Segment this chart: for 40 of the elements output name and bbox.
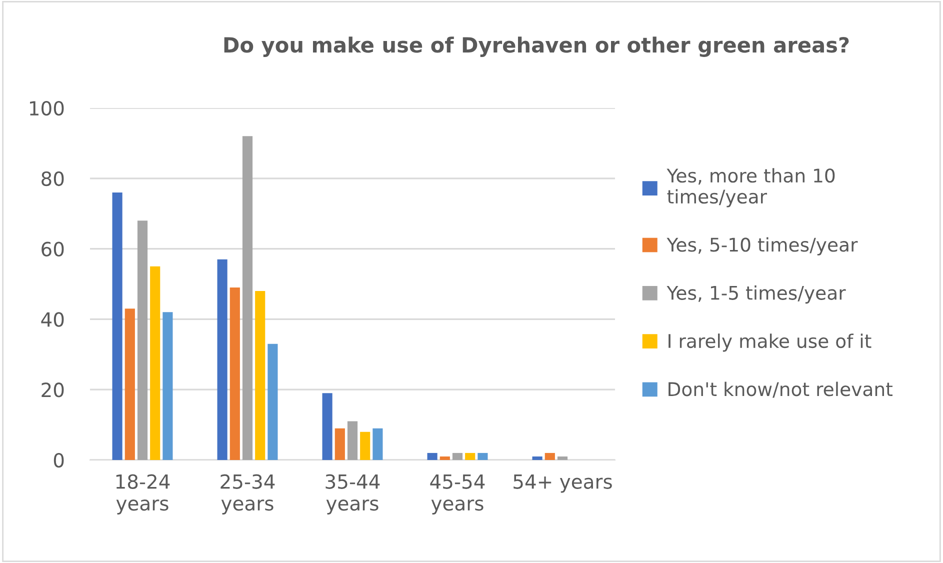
- bar: [150, 266, 160, 460]
- x-tick-label: 45-54 years: [430, 474, 485, 514]
- y-tick-label: 40: [41, 312, 64, 327]
- x-tick-label: 35-44 years: [326, 474, 380, 514]
- y-tick-label: 0: [54, 452, 64, 468]
- x-tick-label: 25-34 years: [220, 474, 275, 514]
- y-tick-label: 20: [42, 382, 64, 398]
- bar: [347, 421, 358, 460]
- bar: [255, 291, 266, 460]
- bar: [372, 428, 383, 460]
- bar: [478, 452, 488, 460]
- chart-title: Do you make use of Dyrehaven or other green areas?: [224, 36, 849, 57]
- bar: [360, 432, 370, 460]
- bar: [268, 344, 278, 460]
- bar: [544, 452, 555, 460]
- bar: [242, 136, 253, 460]
- bar: [162, 312, 173, 460]
- bar: [532, 456, 542, 460]
- bar: [452, 452, 463, 460]
- legend-label: Don't know/not relevant: [668, 382, 892, 398]
- y-tick-label: 80: [42, 171, 64, 186]
- bar: [557, 456, 568, 460]
- legend-label: Yes, 5-10 times/year: [666, 237, 858, 256]
- bar: [334, 428, 345, 460]
- legend-label: Yes, 1-5 times/year: [666, 285, 846, 304]
- x-tick-label: 54+ years: [514, 474, 612, 493]
- bar: [322, 393, 332, 460]
- y-tick-label: 60: [42, 242, 64, 256]
- x-tick-label: 18-24 years: [116, 474, 170, 514]
- bar: [427, 452, 438, 460]
- bar: [217, 259, 228, 460]
- legend-label: Yes, more than 10 times/year: [666, 168, 835, 208]
- bar: [124, 308, 135, 460]
- bar: [465, 452, 476, 460]
- y-tick-label: 100: [30, 100, 64, 116]
- bar: [112, 192, 122, 460]
- legend-label: I rarely make use of it: [668, 334, 872, 352]
- bar: [440, 456, 450, 460]
- bar: [137, 220, 148, 460]
- bar: [230, 288, 240, 460]
